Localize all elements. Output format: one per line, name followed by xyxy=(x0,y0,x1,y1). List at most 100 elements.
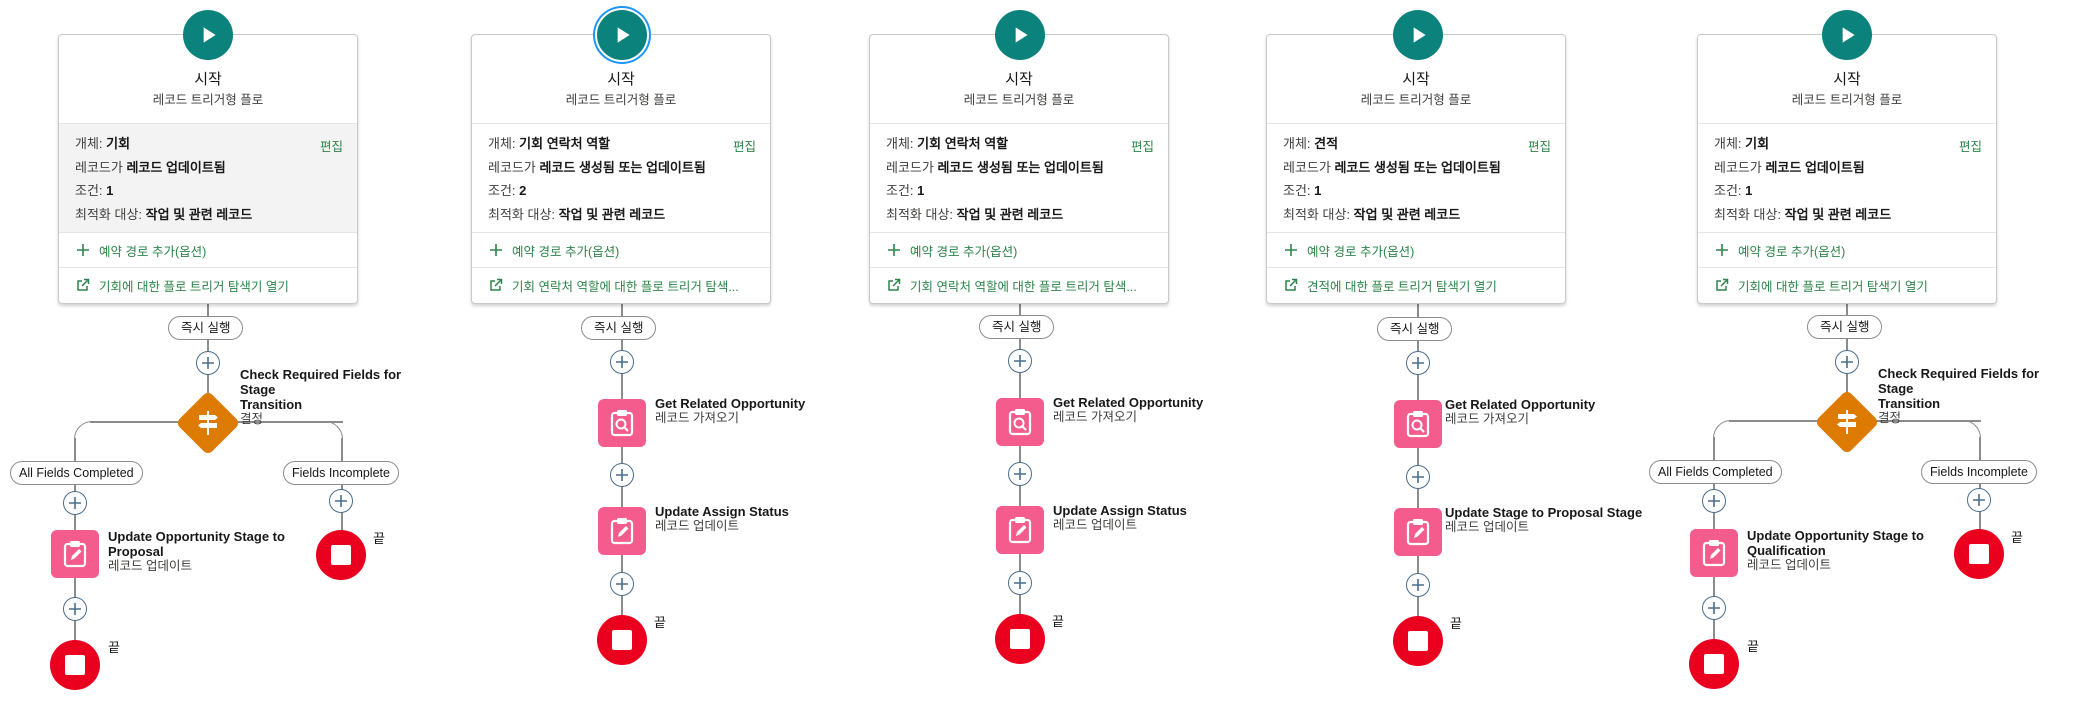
add-element-button[interactable] xyxy=(1835,350,1859,374)
add-element-button[interactable] xyxy=(1406,573,1430,597)
open-trigger-explorer-link[interactable]: 기회에 대한 플로 트리거 탐색기 열기 xyxy=(59,267,357,302)
run-immediately-label: 즉시 실행 xyxy=(168,316,244,340)
plus-icon xyxy=(1412,357,1424,369)
add-scheduled-path-link[interactable]: 예약 경로 추가(옵션) xyxy=(59,232,357,267)
add-element-button[interactable] xyxy=(1008,462,1032,486)
get-records-element[interactable] xyxy=(598,399,646,447)
edit-link[interactable]: 편집 xyxy=(1130,140,1154,154)
end-element[interactable] xyxy=(1393,616,1443,666)
object-value: 견적 xyxy=(1314,136,1339,151)
end-label: 끝 xyxy=(108,640,120,655)
add-element-button[interactable] xyxy=(1967,488,1991,512)
add-scheduled-path-link[interactable]: 예약 경로 추가(옵션) xyxy=(1267,232,1565,267)
start-element[interactable] xyxy=(597,10,647,60)
start-element[interactable] xyxy=(1393,10,1443,60)
start-card[interactable]: 시작 레코드 트리거형 플로 개체: 기회 연락처 역할 레코드가 레코드 생성… xyxy=(869,34,1169,304)
object-value: 기회 연락처 역할 xyxy=(519,136,611,151)
plus-icon xyxy=(202,357,214,369)
object-value: 기회 연락처 역할 xyxy=(917,136,1009,151)
add-element-button[interactable] xyxy=(1008,349,1032,373)
start-card[interactable]: 시작 레코드 트리거형 플로 개체: 견적 레코드가 레코드 생성됨 또는 업데… xyxy=(1266,34,1566,304)
outcome-all-fields-completed[interactable]: All Fields Completed xyxy=(1649,460,1782,484)
update-records-label: Update Assign Status 레코드 업데이트 xyxy=(1053,503,1187,532)
update-records-element[interactable] xyxy=(1394,508,1442,556)
add-element-button[interactable] xyxy=(1406,465,1430,489)
add-element-button[interactable] xyxy=(63,597,87,621)
external-link-icon xyxy=(1285,278,1298,291)
add-element-button[interactable] xyxy=(196,351,220,375)
outcome-fields-incomplete[interactable]: Fields Incomplete xyxy=(1921,460,2037,484)
start-element[interactable] xyxy=(995,10,1045,60)
plus-icon xyxy=(69,603,81,615)
stop-icon xyxy=(612,630,632,650)
add-element-button[interactable] xyxy=(63,491,87,515)
get-records-element[interactable] xyxy=(1394,400,1442,448)
end-element[interactable] xyxy=(597,615,647,665)
update-records-element[interactable] xyxy=(51,530,99,578)
add-element-button[interactable] xyxy=(329,489,353,513)
decision-element[interactable] xyxy=(1814,389,1880,455)
open-trigger-explorer-link[interactable]: 견적에 대한 플로 트리거 탐색기 열기 xyxy=(1267,267,1565,302)
add-scheduled-path-link[interactable]: 예약 경로 추가(옵션) xyxy=(870,232,1168,267)
start-card[interactable]: 시작 레코드 트리거형 플로 개체: 기회 연락처 역할 레코드가 레코드 생성… xyxy=(471,34,771,304)
outcome-all-fields-completed[interactable]: All Fields Completed xyxy=(10,461,143,485)
add-element-button[interactable] xyxy=(610,572,634,596)
condition-value: 1 xyxy=(106,183,114,198)
flow-canvas-5: 시작 레코드 트리거형 플로 개체: 기회 레코드가 레코드 업데이트됨 조건:… xyxy=(1640,0,2060,723)
add-element-button[interactable] xyxy=(610,463,634,487)
end-element[interactable] xyxy=(995,614,1045,664)
add-scheduled-path-link[interactable]: 예약 경로 추가(옵션) xyxy=(472,232,770,267)
get-records-element[interactable] xyxy=(996,398,1044,446)
start-card[interactable]: 시작 레코드 트리거형 플로 개체: 기회 레코드가 레코드 업데이트됨 조건:… xyxy=(1697,34,1997,304)
start-subtitle: 레코드 트리거형 플로 xyxy=(565,93,677,107)
open-trigger-explorer-link[interactable]: 기회 연락처 역할에 대한 플로 트리거 탐색... xyxy=(870,267,1168,302)
decision-element[interactable] xyxy=(175,390,241,456)
signpost-icon xyxy=(1837,410,1857,434)
plus-icon xyxy=(1708,602,1720,614)
get-records-label: Get Related Opportunity 레코드 가져오기 xyxy=(1053,395,1204,424)
add-element-button[interactable] xyxy=(610,350,634,374)
end-element[interactable] xyxy=(1689,639,1739,689)
play-icon xyxy=(1015,27,1028,43)
update-records-element[interactable] xyxy=(598,507,646,555)
trigger-criteria: 개체: 기회 연락처 역할 레코드가 레코드 생성됨 또는 업데이트됨 조건: … xyxy=(870,123,1168,232)
run-immediately-label: 즉시 실행 xyxy=(979,315,1055,339)
outcome-fields-incomplete[interactable]: Fields Incomplete xyxy=(283,461,399,485)
edit-link[interactable]: 편집 xyxy=(732,140,756,154)
open-trigger-explorer-link[interactable]: 기회에 대한 플로 트리거 탐색기 열기 xyxy=(1698,267,1996,302)
plus-icon xyxy=(888,244,900,256)
start-element[interactable] xyxy=(1822,10,1872,60)
optimize-value: 작업 및 관련 레코드 xyxy=(558,206,666,222)
edit-link[interactable]: 편집 xyxy=(319,140,343,154)
run-immediately-label: 즉시 실행 xyxy=(581,316,657,340)
add-scheduled-path-link[interactable]: 예약 경로 추가(옵션) xyxy=(1698,232,1996,267)
start-title: 시작 xyxy=(194,71,222,88)
start-element[interactable] xyxy=(183,10,233,60)
optimize-value: 작업 및 관련 레코드 xyxy=(1784,206,1892,222)
update-records-element[interactable] xyxy=(996,506,1044,554)
add-element-button[interactable] xyxy=(1008,571,1032,595)
update-records-label: Update Assign Status 레코드 업데이트 xyxy=(655,504,789,533)
plus-icon xyxy=(1412,579,1424,591)
get-records-label: Get Related Opportunity 레코드 가져오기 xyxy=(655,396,806,425)
open-trigger-explorer-link[interactable]: 기회 연락처 역할에 대한 플로 트리거 탐색... xyxy=(472,267,770,302)
end-element[interactable] xyxy=(50,640,100,690)
clipboard-pencil-icon xyxy=(1008,517,1032,544)
object-value: 기회 xyxy=(106,136,131,151)
add-element-button[interactable] xyxy=(1406,351,1430,375)
add-element-button[interactable] xyxy=(1702,489,1726,513)
update-records-element[interactable] xyxy=(1690,529,1738,577)
condition-value: 1 xyxy=(1745,183,1753,198)
end-element[interactable] xyxy=(1954,529,2004,579)
start-card[interactable]: 시작 레코드 트리거형 플로 개체: 기회 레코드가 레코드 업데이트됨 조건:… xyxy=(58,34,358,304)
stop-icon xyxy=(65,655,85,675)
trigger-value: 레코드 업데이트됨 xyxy=(126,159,226,175)
add-element-button[interactable] xyxy=(1702,596,1726,620)
start-title: 시작 xyxy=(607,71,635,88)
get-records-label: Get Related Opportunity 레코드 가져오기 xyxy=(1445,397,1596,426)
external-link-icon xyxy=(1716,278,1729,291)
edit-link[interactable]: 편집 xyxy=(1527,140,1551,154)
end-element[interactable] xyxy=(316,530,366,580)
optimize-value: 작업 및 관련 레코드 xyxy=(1353,206,1461,222)
edit-link[interactable]: 편집 xyxy=(1958,140,1982,154)
